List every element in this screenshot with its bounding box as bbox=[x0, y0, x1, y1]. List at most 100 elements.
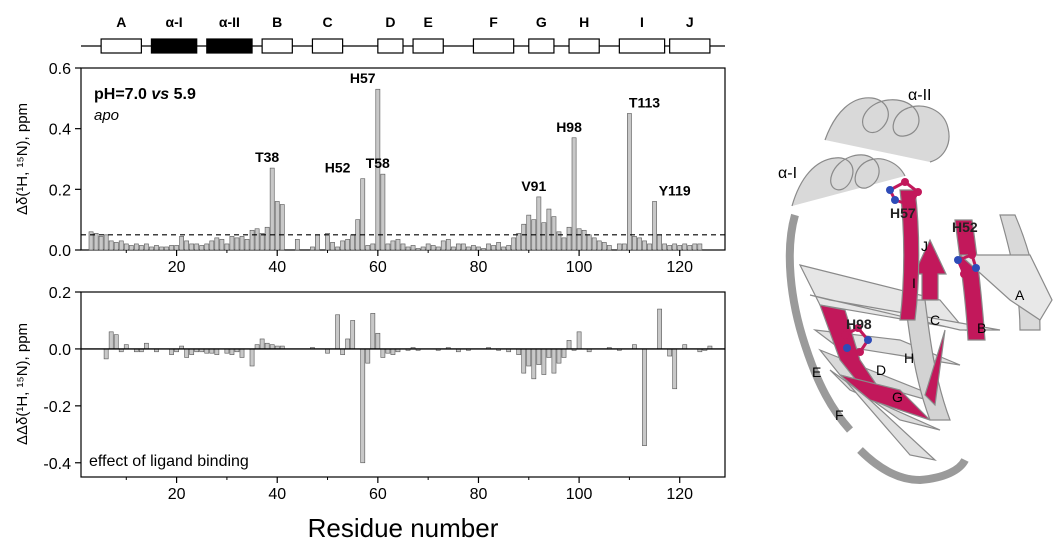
top-bar bbox=[556, 231, 562, 251]
top-bar bbox=[274, 201, 280, 251]
top-bar bbox=[234, 237, 240, 251]
topology-label: D bbox=[385, 14, 395, 30]
topology-label: α-II bbox=[219, 14, 240, 30]
bottom-panel-frame bbox=[80, 291, 726, 478]
histidine-sidechains bbox=[841, 178, 980, 356]
y-tick-label: 0.2 bbox=[49, 285, 71, 302]
ligand-effect-panel: -0.4 -0.2 0.0 0.2 20 40 60 80 100 120 effect of l… bbox=[14, 285, 726, 543]
bottom-bar bbox=[375, 332, 381, 350]
top-bar bbox=[123, 243, 129, 251]
top-bar bbox=[450, 246, 456, 251]
top-bar bbox=[128, 245, 134, 251]
top-bar bbox=[476, 246, 481, 251]
residue-annotation: T58 bbox=[366, 155, 390, 171]
top-bar bbox=[682, 243, 688, 251]
top-bar bbox=[184, 240, 190, 251]
bottom-bar bbox=[516, 348, 522, 355]
y-tick-label: 0.0 bbox=[49, 243, 71, 260]
strand-block bbox=[472, 38, 515, 54]
helix-block bbox=[206, 38, 253, 54]
top-panel-axes: 0.0 0.2 0.4 0.6 20 40 60 80 100 120 bbox=[49, 61, 693, 276]
top-bar bbox=[405, 246, 411, 251]
x-tick-label: 80 bbox=[470, 259, 488, 276]
top-bar bbox=[581, 229, 587, 251]
top-bar bbox=[174, 245, 179, 251]
bottom-bar bbox=[551, 348, 557, 374]
top-bar bbox=[466, 246, 471, 251]
bottom-panel-axes: -0.4 -0.2 0.0 0.2 20 40 60 80 100 120 bbox=[43, 285, 693, 503]
top-bar bbox=[93, 233, 99, 251]
top-bar bbox=[486, 243, 491, 251]
y-tick-label: 0.4 bbox=[49, 122, 71, 139]
top-bar bbox=[385, 243, 391, 251]
label-strand-e: E bbox=[812, 364, 821, 380]
x-tick-label: 80 bbox=[470, 486, 488, 503]
helix-alpha-ii bbox=[824, 97, 950, 163]
bottom-bar bbox=[526, 348, 532, 367]
topology-label: C bbox=[322, 14, 332, 30]
bottom-bar bbox=[184, 348, 190, 358]
y-tick-label: -0.4 bbox=[43, 456, 71, 473]
residue-annotation: V91 bbox=[521, 178, 546, 194]
top-bar bbox=[365, 245, 371, 251]
top-bar bbox=[108, 240, 114, 251]
bottom-bar bbox=[113, 334, 119, 350]
bottom-bar bbox=[521, 348, 527, 374]
bottom-bar bbox=[259, 338, 265, 350]
top-bar bbox=[335, 246, 340, 251]
top-bar bbox=[622, 243, 627, 251]
residue-annotation: Y119 bbox=[659, 182, 691, 198]
strand-block bbox=[311, 38, 344, 54]
bottom-bar bbox=[108, 331, 114, 350]
top-bar bbox=[541, 222, 547, 251]
top-panel-ylabel: Δδ(¹H, ¹⁵N), ppm bbox=[14, 103, 31, 215]
top-bar bbox=[627, 113, 632, 251]
x-tick-label: 100 bbox=[566, 259, 593, 276]
x-tick-label: 20 bbox=[168, 486, 186, 503]
residue-annotation: H98 bbox=[556, 119, 582, 135]
bottom-bar bbox=[169, 348, 174, 355]
bottom-bar bbox=[365, 348, 371, 364]
top-bar bbox=[606, 245, 612, 251]
bottom-bar bbox=[657, 308, 662, 350]
residue-annotation: H52 bbox=[325, 160, 351, 176]
bottom-bar bbox=[672, 348, 678, 390]
top-bar bbox=[199, 245, 205, 251]
bottom-bar bbox=[370, 313, 376, 350]
residue-annotation: T113 bbox=[629, 95, 660, 111]
label-strand-h: H bbox=[904, 350, 914, 366]
top-bar bbox=[576, 228, 582, 251]
bottom-bar bbox=[390, 348, 396, 355]
bottom-bar bbox=[566, 340, 572, 350]
label-strand-a: A bbox=[1015, 287, 1025, 303]
top-bar bbox=[647, 243, 652, 251]
top-bar bbox=[159, 246, 164, 251]
top-bar bbox=[420, 246, 426, 251]
top-bar bbox=[360, 178, 366, 251]
topology-label: A bbox=[116, 14, 126, 30]
top-bar bbox=[149, 246, 154, 251]
top-bar bbox=[133, 243, 139, 251]
bottom-bar bbox=[561, 348, 567, 358]
top-bar bbox=[88, 231, 94, 251]
topology-label: B bbox=[272, 14, 282, 30]
top-bar bbox=[455, 243, 461, 251]
top-bar bbox=[179, 236, 184, 251]
top-bar bbox=[591, 237, 597, 251]
bottom-bar bbox=[144, 342, 149, 350]
topology-label: E bbox=[423, 14, 432, 30]
bottom-bar bbox=[249, 348, 255, 367]
top-bar bbox=[350, 234, 356, 251]
top-bar bbox=[370, 243, 376, 251]
label-strand-j: J bbox=[921, 238, 928, 254]
top-bar bbox=[330, 242, 335, 251]
top-bar bbox=[395, 239, 401, 251]
top-bar bbox=[154, 245, 159, 251]
top-bar bbox=[546, 208, 552, 251]
top-bar bbox=[425, 243, 431, 251]
top-bar bbox=[169, 245, 174, 251]
bottom-bar bbox=[667, 348, 673, 357]
bottom-bar bbox=[546, 348, 552, 358]
